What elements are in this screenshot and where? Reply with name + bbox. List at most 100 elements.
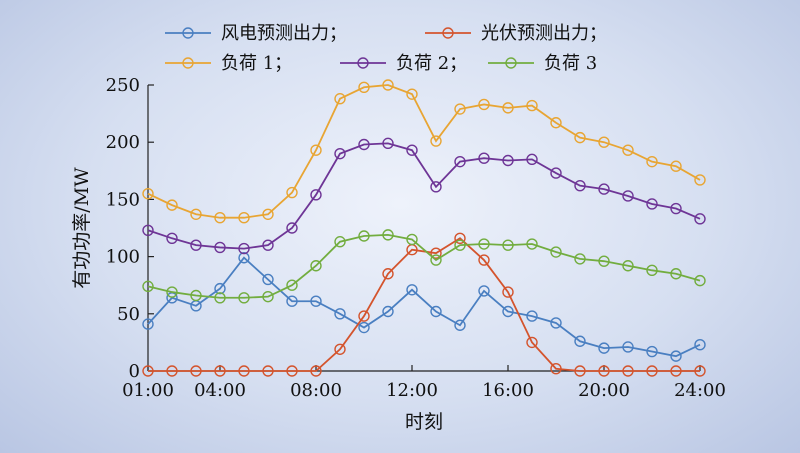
- series-line: [147, 233, 701, 299]
- data-point: [310, 189, 322, 201]
- data-point: [502, 102, 514, 114]
- data-point: [142, 318, 154, 330]
- data-point: [454, 155, 466, 168]
- data-point: [670, 202, 682, 215]
- data-point: [622, 341, 634, 353]
- data-point: [166, 199, 178, 211]
- data-point: [694, 174, 706, 186]
- data-point: [502, 305, 514, 318]
- data-point: [382, 305, 394, 318]
- data-point: [358, 138, 370, 151]
- legend-label: 负荷 2；: [396, 53, 467, 74]
- data-point: [214, 241, 226, 254]
- data-point: [430, 305, 442, 318]
- series-1: [142, 252, 706, 362]
- data-point: [694, 213, 706, 225]
- data-point: [238, 212, 250, 224]
- data-point: [694, 274, 706, 287]
- data-point: [526, 99, 538, 112]
- data-point: [406, 88, 418, 100]
- y-tick-label: 200: [106, 132, 140, 153]
- legend-marker: [505, 57, 517, 69]
- series-line: [147, 142, 701, 250]
- y-axis-title: 有功功率/MW: [71, 167, 93, 289]
- data-point: [166, 365, 178, 377]
- series-line: [148, 237, 700, 372]
- data-point: [550, 363, 562, 375]
- series-line: [147, 256, 701, 358]
- legend-label: 光伏预测出力；: [481, 23, 607, 44]
- data-point: [646, 345, 658, 358]
- y-tick-label: 150: [106, 189, 140, 210]
- data-point: [622, 260, 634, 272]
- series-5: [142, 229, 706, 304]
- data-point: [550, 117, 562, 129]
- data-point: [430, 247, 442, 259]
- data-point: [526, 336, 538, 349]
- x-axis-title: 时刻: [405, 411, 443, 433]
- data-point: [310, 260, 322, 272]
- data-point: [622, 365, 634, 377]
- data-point: [214, 212, 226, 224]
- x-tick-label: 01:00: [122, 380, 174, 401]
- data-point: [334, 343, 346, 355]
- data-point: [454, 239, 466, 251]
- data-point: [694, 338, 706, 351]
- data-point: [214, 365, 226, 377]
- legend: 风电预测出力； 光伏预测出力； 负荷 1； 负荷 2； 负荷 3: [165, 23, 607, 74]
- legend-marker: [357, 57, 369, 69]
- legend-item: 风电预测出力；: [165, 23, 347, 44]
- data-point: [574, 131, 586, 144]
- data-point: [190, 208, 202, 220]
- data-point: [598, 342, 610, 354]
- data-point: [190, 239, 202, 251]
- data-point: [142, 224, 154, 236]
- data-point: [238, 365, 250, 377]
- legend-item: 负荷 2；: [340, 53, 467, 74]
- x-tick-label: 24:00: [674, 380, 726, 401]
- data-point: [310, 144, 322, 156]
- data-point: [286, 186, 298, 199]
- data-point: [670, 268, 682, 280]
- data-point: [334, 308, 346, 320]
- data-point: [262, 208, 274, 220]
- data-point: [262, 239, 274, 251]
- y-tick-label: 100: [106, 247, 140, 268]
- data-point: [382, 137, 394, 150]
- legend-marker: [182, 27, 194, 39]
- data-point: [646, 264, 658, 277]
- data-point: [574, 179, 586, 192]
- data-point: [502, 286, 514, 298]
- data-point: [406, 284, 418, 296]
- y-tick-label: 50: [117, 304, 140, 325]
- data-point: [358, 321, 370, 334]
- data-point: [310, 365, 322, 377]
- data-point: [478, 238, 490, 250]
- data-point: [478, 98, 490, 111]
- data-point: [454, 232, 466, 244]
- data-point: [526, 238, 538, 250]
- y-tick-label: 0: [129, 361, 140, 382]
- data-point: [478, 254, 490, 266]
- data-point: [214, 292, 226, 304]
- data-point: [430, 181, 442, 193]
- data-point: [358, 310, 370, 322]
- data-point: [454, 103, 466, 115]
- data-point: [190, 289, 202, 302]
- data-point: [670, 160, 682, 172]
- data-point: [190, 365, 202, 377]
- data-point: [238, 292, 250, 304]
- legend-item: 负荷 1；: [165, 53, 292, 74]
- data-point: [286, 222, 298, 234]
- data-point: [406, 233, 418, 246]
- data-point: [670, 365, 682, 377]
- data-point: [166, 232, 178, 244]
- data-point: [622, 190, 634, 202]
- data-point: [406, 144, 418, 156]
- series-3: [142, 79, 706, 224]
- data-point: [286, 295, 298, 307]
- data-point: [142, 187, 154, 200]
- data-point: [334, 93, 346, 105]
- data-point: [502, 154, 514, 167]
- data-point: [142, 365, 154, 377]
